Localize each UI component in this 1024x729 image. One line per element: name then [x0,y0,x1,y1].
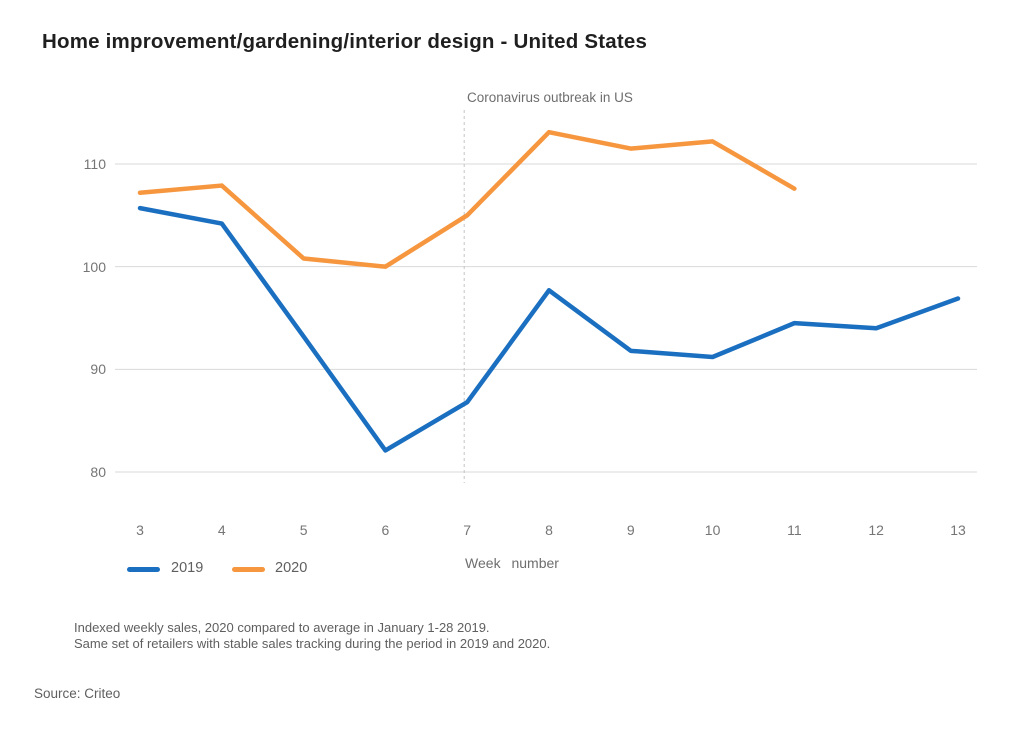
chart-title: Home improvement/gardening/interior desi… [42,30,648,53]
x-tick-label-3: 3 [136,522,144,538]
x-tick-label-7: 7 [463,522,472,538]
x-tick-label-12: 12 [868,522,884,538]
series-line-2020 [137,129,797,269]
footnote-line-1: Indexed weekly sales, 2020 compared to a… [74,620,490,635]
x-tick-label-11: 11 [787,522,802,538]
y-tick-label-80: 80 [90,464,106,480]
x-tick-label-13: 13 [950,522,966,538]
legend-swatch-2020 [232,567,265,572]
source-label: Source: Criteo [34,686,121,701]
outbreak-annotation-label: Coronavirus outbreak in US [467,90,633,105]
series-line-2019 [137,205,961,453]
x-tick-label-8: 8 [545,522,553,538]
x-tick-label-10: 10 [704,522,721,538]
legend-label-2020: 2020 [275,560,308,576]
x-tick-label-9: 9 [626,522,635,538]
x-axis-title: Week number [465,555,559,571]
legend-swatch-2019 [127,567,160,572]
y-tick-label-90: 90 [90,361,106,378]
gridlines [115,163,977,473]
x-tick-label-4: 4 [217,522,226,538]
y-tick-label-100: 100 [82,258,106,275]
y-tick-label-110: 110 [83,156,106,172]
series-lines [137,129,961,453]
legend-label-2019: 2019 [171,560,204,576]
x-tick-label-6: 6 [381,522,390,538]
footnote: Indexed weekly sales, 2020 compared to a… [74,620,550,652]
x-tick-label-5: 5 [299,522,308,538]
footnote-line-2: Same set of retailers with stable sales … [74,636,551,651]
